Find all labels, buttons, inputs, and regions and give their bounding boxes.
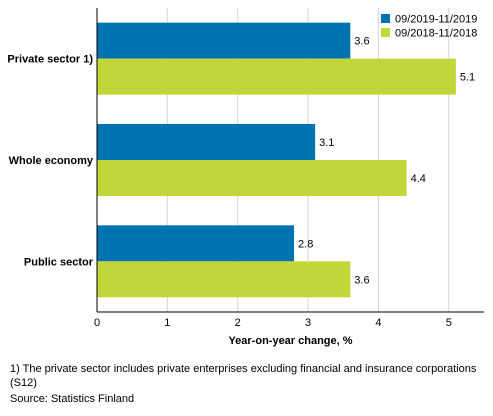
data-labels: 3.6 5.1 3.1 4.4 2.8 3.6 (298, 36, 475, 287)
x-tick-labels: 0 1 2 3 4 5 (94, 317, 452, 329)
source-note: Source: Statistics Finland (10, 393, 135, 405)
category-label: Private sector 1) (7, 54, 93, 66)
bar (97, 58, 456, 95)
data-label: 2.8 (298, 238, 313, 250)
footnote: 1) The private sector includes private e… (10, 363, 477, 389)
x-tick-label: 0 (94, 317, 100, 329)
x-tick-label: 3 (305, 317, 311, 329)
data-label: 5.1 (460, 72, 475, 84)
legend-label: 09/2019-11/2019 (395, 14, 477, 26)
bars (97, 22, 456, 298)
legend-swatch (381, 14, 390, 23)
category-label: Whole economy (9, 155, 94, 167)
data-label: 4.4 (411, 173, 426, 185)
bar (97, 124, 316, 160)
bar (97, 261, 351, 298)
x-axis-title: Year-on-year change, % (228, 335, 352, 347)
bar (97, 22, 351, 59)
x-tick-label: 4 (375, 317, 381, 329)
legend-swatch (381, 28, 390, 37)
legend-label: 09/2018-11/2018 (395, 28, 477, 40)
bar (97, 160, 407, 196)
x-tick-label: 5 (446, 317, 452, 329)
x-tick-label: 2 (235, 317, 241, 329)
bar-chart: 3.6 5.1 3.1 4.4 2.8 3.6 Private sector 1) Whol… (7, 8, 484, 347)
category-label: Public sector (24, 256, 94, 268)
data-label: 3.6 (354, 274, 369, 286)
legend: 09/2019-11/2019 09/2018-11/2018 (381, 14, 477, 40)
data-label: 3.1 (319, 137, 334, 149)
category-labels: Private sector 1) Whole economy Public sec… (7, 54, 93, 269)
x-tick-label: 1 (164, 317, 170, 329)
data-label: 3.6 (354, 36, 369, 48)
bar (97, 225, 295, 262)
